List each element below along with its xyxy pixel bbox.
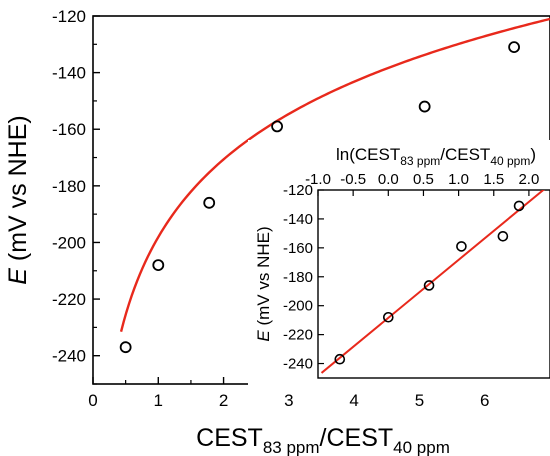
inset-frame [317, 189, 550, 379]
data-point [119, 341, 132, 354]
inset-x-title-sep: /CEST [440, 145, 490, 164]
y-tick-label: -140 [52, 64, 86, 83]
inset-x-tick-label: -1.0 [305, 171, 331, 188]
x-tick-label: 2 [219, 391, 228, 410]
inset-x-tick-label: -0.5 [340, 171, 366, 188]
inset-x-tick-label: 0.0 [378, 171, 399, 188]
inset-x-title-main: ln(CEST [336, 145, 400, 164]
x-axis-title-sub2: 40 ppm [393, 438, 450, 456]
inset-x-tick-label: 1.0 [448, 171, 469, 188]
inset-y-tick-label: -180 [283, 269, 313, 286]
data-point [508, 41, 520, 54]
inset-fit-line [320, 190, 545, 374]
y-axis-title-italic: E [4, 268, 32, 285]
inset-y-tick-label: -160 [283, 240, 313, 257]
fit-curve [119, 17, 550, 332]
data-point [418, 100, 431, 113]
inset-y-title-rest: (mV vs NHE) [254, 226, 273, 330]
data-point [203, 196, 216, 209]
inset-x-tick-label: 1.5 [483, 171, 504, 188]
inset-data-point [513, 200, 525, 212]
inset-data-point [334, 353, 346, 365]
x-tick-label: 4 [349, 391, 358, 410]
y-tick-label: -160 [52, 120, 86, 139]
y-tick-label: -120 [52, 7, 86, 26]
x-tick-label: 0 [88, 391, 97, 410]
x-axis-title-main: CEST [196, 424, 263, 452]
inset-data-point [423, 280, 435, 291]
inset-y-tick-label: -220 [283, 327, 313, 344]
data-point [271, 120, 284, 133]
inset-x-title-sub2: 40 ppm [490, 154, 530, 168]
y-axis-title-rest: (mV vs NHE) [4, 115, 32, 268]
inset-data-point [383, 311, 394, 323]
inset-x-axis-title: ln(CEST83 ppm/CEST40 ppm) [336, 145, 536, 168]
y-axis-title: E (mV vs NHE) [4, 115, 32, 284]
x-tick-label: 5 [415, 391, 424, 410]
inset-data-point [497, 230, 509, 242]
x-axis-title: CEST83 ppm/CEST40 ppm [196, 424, 450, 456]
inset-background [248, 140, 550, 386]
inset-data-point [456, 241, 467, 252]
inset-y-axis-title: E (mV vs NHE) [254, 226, 273, 341]
inset-x-tick-label: 2.0 [518, 171, 539, 188]
x-tick-label: 1 [154, 391, 163, 410]
y-tick-label: -220 [52, 290, 86, 309]
y-tick-label: -180 [52, 177, 86, 196]
x-axis-title-sep: /CEST [320, 424, 394, 452]
inset-x-tick-label: 0.5 [413, 171, 434, 188]
inset-x-title-end: ) [530, 145, 536, 164]
data-point [152, 259, 165, 272]
inset-y-tick-label: -200 [283, 298, 313, 315]
x-axis-title-sub1: 83 ppm [263, 438, 320, 456]
inset-x-title-sub1: 83 ppm [400, 154, 440, 168]
x-tick-label: 3 [284, 391, 293, 410]
inset-y-tick-label: -140 [283, 211, 313, 228]
inset-y-tick-label: -240 [283, 356, 313, 373]
inset-plot: -1.0 -0.5 0.0 0.5 1.0 1.5 2.0 -240 -220 -200 -180 -… [248, 140, 550, 386]
inset-y-tick-label: -120 [283, 182, 313, 199]
main-plot: 0 1 2 3 4 5 6-240-220-200-180-160-140-120CEST8… [4, 7, 550, 456]
y-tick-label: -240 [52, 347, 86, 366]
inset-y-title-italic: E [254, 330, 273, 342]
x-tick-label: 6 [480, 391, 489, 410]
y-tick-label: -200 [52, 233, 86, 252]
